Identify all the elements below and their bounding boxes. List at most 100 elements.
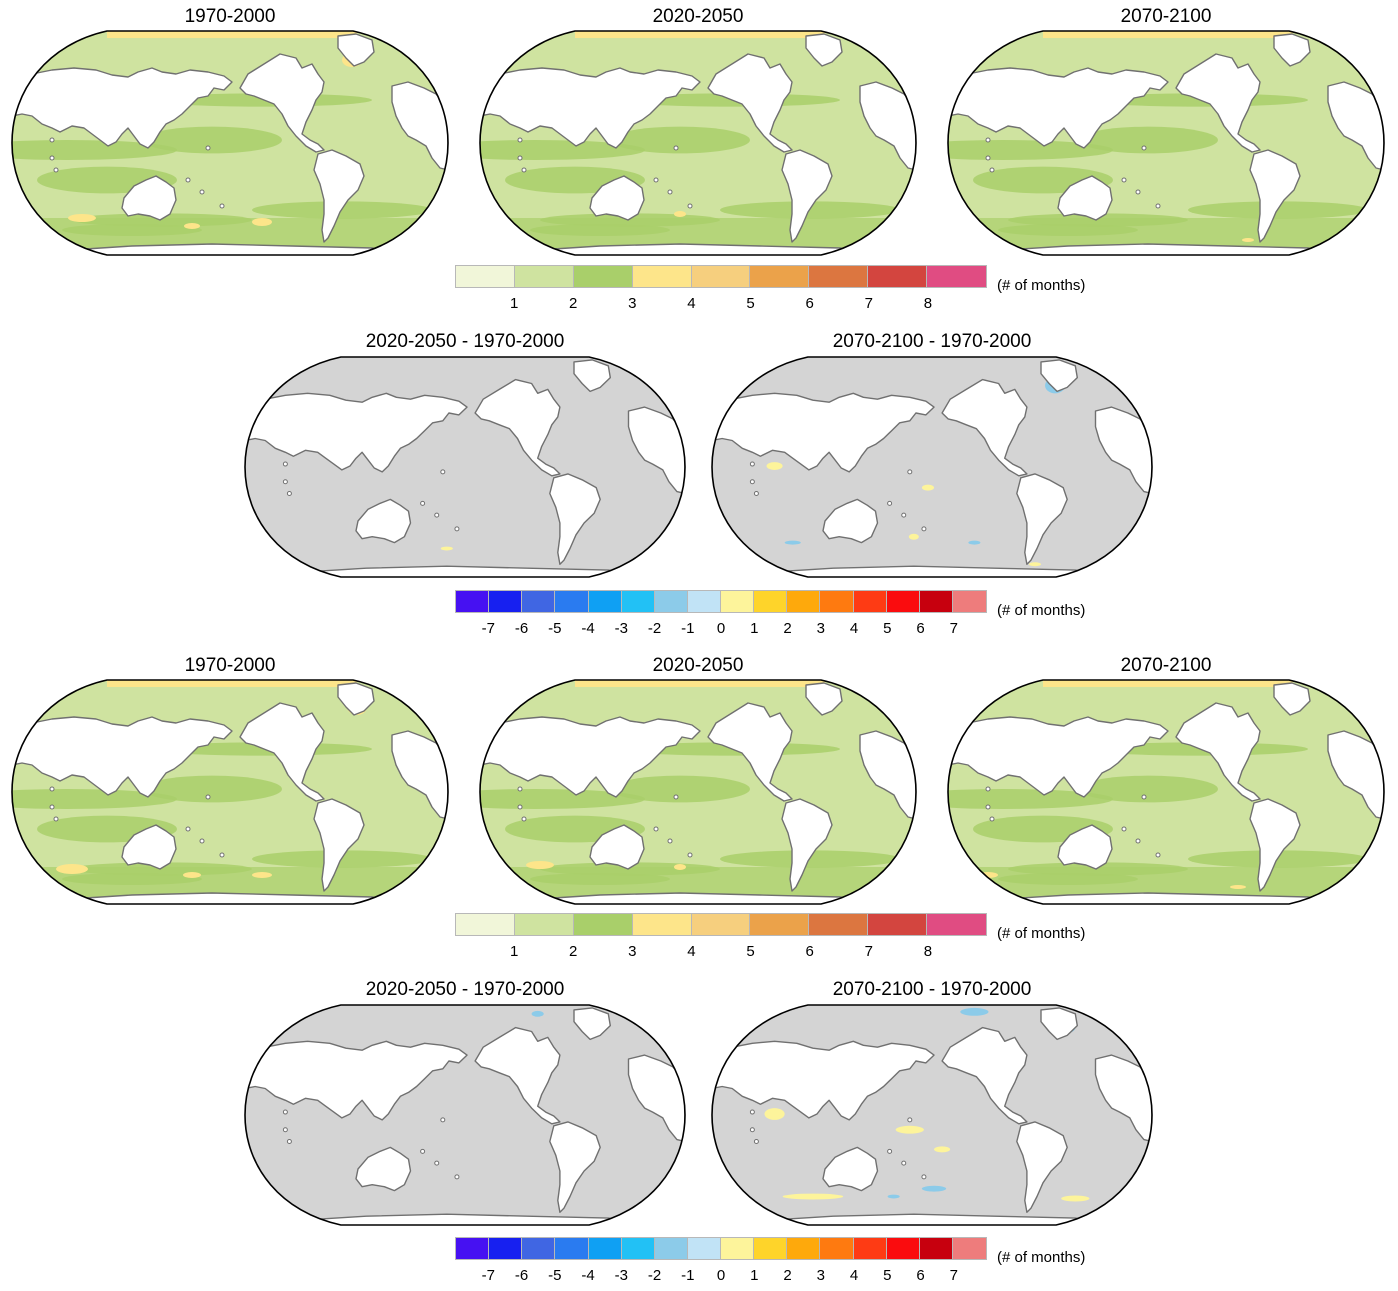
island (517, 137, 523, 143)
positive-change-patch (895, 1125, 924, 1134)
land-greenland (1273, 682, 1311, 716)
ocean-field (245, 357, 685, 577)
arctic-band (575, 680, 825, 687)
colorbar-unit-label: (# of months) (997, 602, 1086, 619)
land-antarctica (1005, 243, 1339, 255)
colorbar-tick-label: 6 (805, 943, 814, 960)
land-south-america (549, 473, 601, 565)
colorbar-tick-label: 3 (628, 295, 637, 312)
colorbar-tick-label: 2 (783, 620, 792, 637)
southern-ocean-band (12, 218, 448, 248)
island (673, 794, 679, 800)
island (749, 1127, 755, 1133)
map-border (711, 1004, 1153, 1226)
map-b1-2070 (947, 30, 1385, 256)
ocean-band (480, 789, 645, 809)
ocean-band (948, 140, 1113, 160)
high-value-patch (526, 861, 554, 869)
colorbar-swatch (489, 1238, 523, 1259)
land-greenland (337, 682, 375, 716)
island (521, 816, 527, 822)
high-value-patch (252, 218, 272, 226)
map-b1-2020 (479, 30, 917, 256)
island (517, 804, 523, 810)
land-south-america (1016, 473, 1068, 565)
arctic-band (107, 31, 357, 38)
island (286, 491, 292, 497)
island (205, 145, 211, 151)
colorbar-tick-label: -6 (514, 620, 529, 637)
land-antarctica (69, 243, 403, 255)
colorbar-swatch (721, 591, 755, 612)
colorbar-swatch (456, 914, 515, 935)
colorbar-tick-label: 5 (883, 1267, 892, 1284)
land-australia (822, 1146, 879, 1192)
land-south-america (313, 149, 365, 243)
land-north-america (474, 378, 561, 477)
positive-change-patch (1028, 562, 1041, 567)
colorbar-swatch (754, 591, 788, 612)
colorbar-swatch (687, 1238, 721, 1259)
map-border (947, 679, 1385, 905)
land-south-america (549, 1121, 601, 1213)
colorbar-swatch (621, 1238, 655, 1259)
positive-change-patch (934, 1146, 951, 1153)
arctic-band (107, 680, 357, 687)
colorbar-swatch (919, 591, 953, 612)
colorbar-tick-label: -1 (681, 620, 695, 637)
colorbar-tick-label: 4 (687, 943, 696, 960)
land-africa (1327, 730, 1384, 820)
island (921, 526, 927, 532)
land-australia (1057, 175, 1113, 221)
land-eurasia (948, 716, 1169, 798)
island (199, 189, 205, 195)
colorbar-tick-label: 1 (509, 295, 519, 312)
island (440, 1117, 446, 1123)
positive-change-patch (921, 484, 935, 491)
colorbar-tick-label: 0 (716, 620, 726, 637)
colorbar-tick-label: 6 (805, 295, 814, 312)
arctic-band (1043, 680, 1293, 687)
island (517, 155, 523, 161)
land-australia (121, 175, 177, 221)
land-antarctica (537, 243, 871, 255)
island (219, 203, 225, 209)
colorbar-swatch (868, 914, 928, 935)
colorbar-swatch (456, 266, 515, 287)
positive-change-patch (440, 546, 453, 551)
island (1141, 794, 1147, 800)
colorbar-tick-label: 7 (864, 295, 873, 312)
land-antarctica (537, 892, 871, 904)
ocean-field (245, 1005, 685, 1225)
colorbar-swatch (588, 1238, 622, 1259)
colorbar-swatch (456, 1238, 490, 1259)
map-b1-diff-mid (244, 356, 686, 578)
land-south-america (781, 798, 833, 892)
land-south-america (781, 149, 833, 243)
land-greenland (805, 33, 843, 67)
colorbar-tick-label: 4 (849, 1267, 859, 1284)
colorbar-swatches (455, 590, 987, 613)
arctic-band (575, 31, 825, 38)
land-north-america (474, 1026, 561, 1125)
land-africa (1327, 81, 1384, 171)
land-antarctica (769, 565, 1107, 577)
colorbar-tick-label: -2 (647, 1267, 662, 1284)
island (185, 177, 191, 183)
colorbar-swatch (750, 914, 810, 935)
map-title-b2-1970: 1970-2000 (184, 655, 276, 676)
land-antarctica (302, 565, 640, 577)
island (749, 479, 755, 485)
high-value-patch (674, 864, 686, 870)
colorbar-swatch (514, 266, 574, 287)
colorbar-swatch (853, 1238, 887, 1259)
land-south-america (1016, 1121, 1068, 1213)
map-title-b1-diff-end: 2070-2100 - 1970-2000 (832, 331, 1032, 352)
island (517, 786, 523, 792)
land-australia (355, 1146, 412, 1192)
colorbar-swatch (573, 914, 633, 935)
colorbar-swatch (721, 1238, 755, 1259)
colorbar-tick-label: 4 (849, 620, 859, 637)
colorbar-tick-label: 3 (628, 943, 637, 960)
colorbar-tick-label: -7 (481, 1267, 495, 1284)
